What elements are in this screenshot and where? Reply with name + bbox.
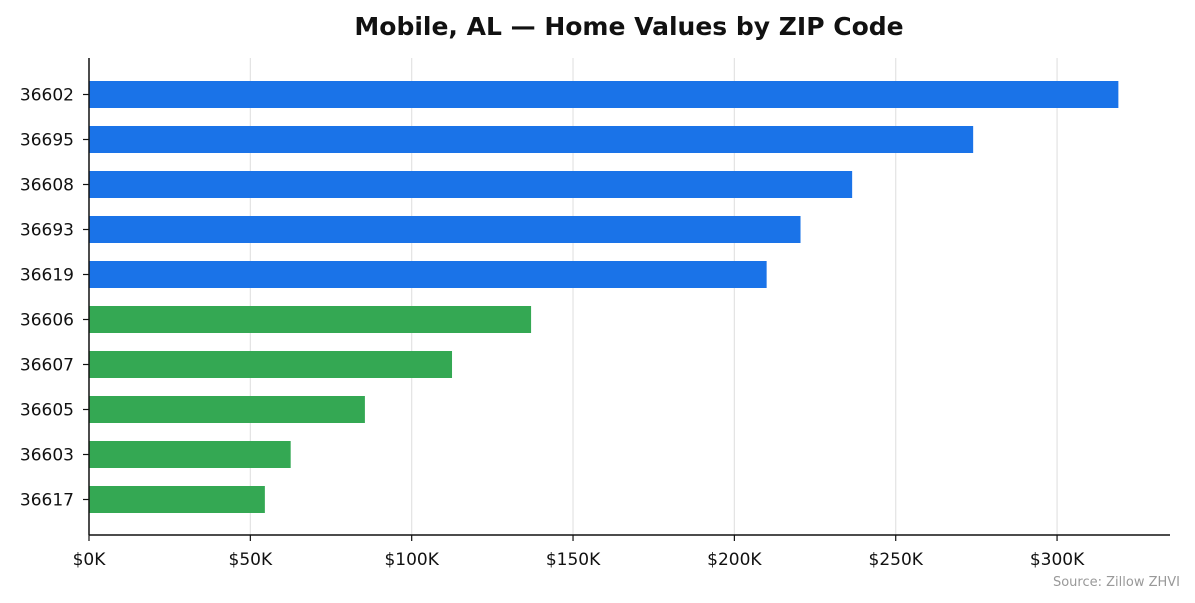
bar-36695 xyxy=(89,126,974,153)
bar-36693 xyxy=(89,216,801,243)
bars xyxy=(89,81,1119,513)
y-tick-label: 36693 xyxy=(20,221,74,241)
x-tick-label: $100K xyxy=(384,550,439,570)
axes xyxy=(88,58,1170,536)
bar-36606 xyxy=(89,306,532,333)
chart-title: Mobile, AL — Home Values by ZIP Code xyxy=(354,12,903,41)
bar-36619 xyxy=(89,261,767,288)
bar-36603 xyxy=(89,441,291,468)
y-tick-label: 36607 xyxy=(20,356,74,376)
x-tick-label: $300K xyxy=(1030,550,1085,570)
x-tick-label: $200K xyxy=(707,550,762,570)
bar-36602 xyxy=(89,81,1119,108)
y-tick-label: 36695 xyxy=(20,131,74,151)
x-tick-label: $250K xyxy=(869,550,924,570)
y-tick-label: 36605 xyxy=(20,401,74,421)
y-axis-ticks: 36602 36695 36608 36693 36619 36606 36607 36605… xyxy=(20,86,89,511)
x-axis-ticks: $0K $50K $100K $150K $200K $250K $300K xyxy=(73,535,1085,570)
y-tick-label: 36617 xyxy=(20,491,74,511)
bar-36617 xyxy=(89,486,265,513)
x-tick-label: $0K xyxy=(73,550,107,570)
y-tick-label: 36608 xyxy=(20,176,74,196)
y-tick-label: 36619 xyxy=(20,266,74,286)
y-tick-label: 36603 xyxy=(20,446,74,466)
bar-36605 xyxy=(89,396,365,423)
bar-36608 xyxy=(89,171,853,198)
source-note: Source: Zillow ZHVI xyxy=(1053,575,1180,590)
x-tick-label: $150K xyxy=(546,550,601,570)
y-tick-label: 36602 xyxy=(20,86,74,106)
y-tick-label: 36606 xyxy=(20,311,74,331)
bar-36607 xyxy=(89,351,453,378)
x-tick-label: $50K xyxy=(229,550,273,570)
